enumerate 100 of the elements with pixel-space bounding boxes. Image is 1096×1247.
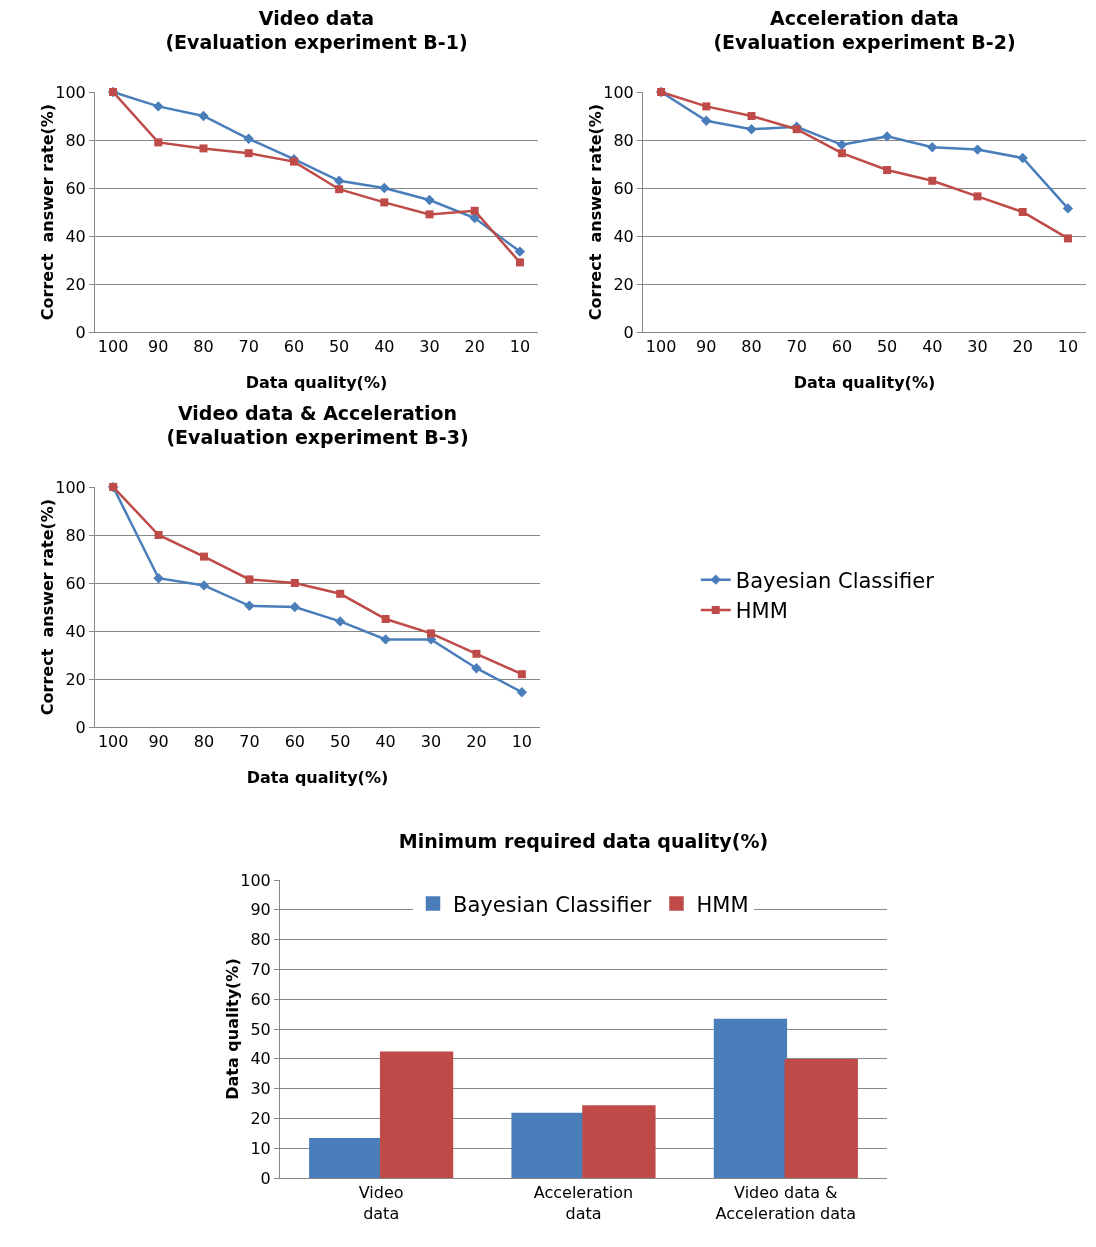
point (427, 629, 436, 638)
x-tick-label: 20 (466, 732, 487, 752)
legend-label: HMM (735, 599, 788, 624)
y-tick-label: 90 (250, 900, 271, 920)
x-axis-title: Data quality(%) (245, 373, 388, 392)
x-tick-label: 100 (97, 732, 129, 752)
y-tick-label: 0 (623, 322, 634, 342)
x-tick-label: 70 (786, 337, 807, 357)
x-tick-label: 80 (193, 337, 214, 357)
point (424, 194, 435, 206)
point (928, 176, 937, 185)
point (335, 616, 346, 627)
point (154, 138, 163, 147)
bar (379, 1051, 454, 1178)
y-tick-label: 80 (65, 130, 86, 150)
y-tick-label: 0 (260, 1168, 271, 1188)
y-tick-label: 100 (603, 82, 634, 102)
x-tick-label: 30 (967, 337, 988, 357)
x-tick-label: 10 (1057, 337, 1079, 357)
y-tick-label: 40 (613, 226, 634, 246)
x-tick-label: 90 (148, 732, 169, 752)
x-axis-title: Data quality(%) (793, 373, 936, 392)
point (379, 182, 390, 194)
chart-title: Video data (Evaluation experiment B-1) (165, 6, 468, 54)
point (1062, 203, 1074, 214)
point (198, 110, 209, 122)
y-tick-label: 80 (65, 525, 86, 545)
x-tick-label: 100 (97, 337, 129, 357)
x-tick-label: 80 (741, 337, 762, 357)
y-tick-label: 40 (65, 621, 86, 641)
bar (309, 1138, 383, 1178)
y-axis-title: Data quality(%) (223, 958, 242, 1100)
x-tick-label: 90 (696, 337, 717, 357)
y-tick-label: 100 (55, 82, 86, 102)
y-tick-label: 0 (75, 322, 86, 342)
point (514, 246, 526, 257)
chart-title: Minimum required data quality(%) (398, 830, 769, 852)
point (927, 142, 938, 153)
y-tick-label: 60 (250, 989, 271, 1009)
chart-title: Video data & Acceleration (Evaluation experiment B-3) (166, 401, 469, 449)
point (425, 210, 434, 219)
x-tick-label: 60 (831, 337, 853, 357)
legend-label: HMM (696, 892, 749, 917)
point (1017, 152, 1028, 164)
x-tick-label: 40 (374, 337, 395, 357)
x-tick-label: 10 (509, 337, 531, 357)
point (517, 670, 526, 679)
y-tick-label: 40 (250, 1049, 271, 1069)
x-tick-label: 30 (420, 732, 442, 752)
y-tick-label: 20 (250, 1109, 271, 1128)
point (336, 589, 345, 598)
bar (784, 1059, 858, 1178)
point (746, 124, 757, 135)
point (747, 112, 756, 120)
x-tick-label: 40 (922, 337, 943, 357)
x-tick-label: Video data & Acceleration data (715, 1183, 857, 1223)
point (471, 663, 482, 674)
x-tick-label: 60 (284, 732, 305, 752)
y-axis-title: Correct answer rate(%) (38, 103, 57, 321)
x-tick-label: 30 (419, 337, 440, 357)
y-tick-label: 20 (613, 274, 634, 294)
x-tick-label: 50 (328, 337, 350, 357)
point (153, 101, 164, 112)
x-tick-label: 90 (148, 337, 169, 357)
y-axis-title: Correct answer rate(%) (38, 498, 57, 716)
y-tick-label: 50 (250, 1019, 271, 1039)
point (244, 600, 255, 611)
point (470, 206, 479, 215)
point (243, 133, 254, 144)
point (792, 125, 801, 134)
y-tick-label: 20 (65, 274, 86, 294)
y-tick-label: 60 (65, 573, 86, 593)
point (198, 580, 210, 591)
y-tick-label: 100 (240, 870, 271, 890)
point (1018, 208, 1027, 216)
x-tick-label: 20 (1012, 337, 1033, 357)
y-tick-label: 80 (250, 930, 271, 950)
x-axis-title: Data quality(%) (246, 768, 389, 787)
bar (511, 1112, 585, 1178)
point (381, 615, 390, 623)
point (290, 579, 299, 587)
point (380, 634, 391, 645)
y-tick-label: 40 (65, 226, 86, 246)
y-tick-label: 80 (613, 130, 634, 150)
point (881, 131, 893, 142)
point (380, 198, 389, 207)
x-tick-label: 10 (511, 732, 533, 752)
legend-label: Bayesian Classifier (735, 568, 935, 593)
point (702, 102, 711, 111)
bar (582, 1105, 656, 1178)
point (1063, 234, 1072, 243)
point (335, 185, 344, 194)
point (153, 573, 164, 584)
x-tick-label: Acceleration data (533, 1183, 634, 1223)
point (515, 258, 524, 267)
point (199, 552, 208, 561)
y-tick-label: 20 (65, 669, 86, 689)
point (701, 115, 712, 126)
point (837, 149, 846, 158)
point (333, 175, 345, 186)
